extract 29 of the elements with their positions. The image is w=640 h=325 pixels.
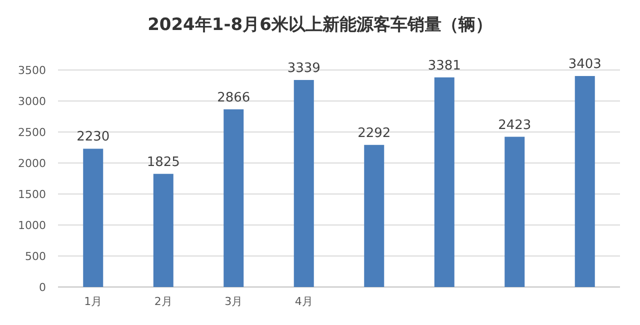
data-label: 2423	[498, 118, 532, 133]
bar	[153, 174, 174, 287]
bar	[364, 144, 384, 287]
x-tick-label: 1月	[84, 295, 102, 308]
data-label: 3403	[568, 57, 602, 72]
y-tick-label: 0	[39, 281, 46, 294]
bar	[83, 148, 104, 287]
data-label: 2866	[217, 90, 250, 106]
x-tick-label: 4月	[294, 295, 313, 308]
bar	[574, 76, 595, 287]
x-tick-label: 2月	[154, 295, 172, 308]
chart-title: 2024年1-8月6米以上新能源客车销量（辆）	[148, 15, 492, 35]
bar	[294, 80, 314, 287]
y-tick-label: 2500	[18, 126, 46, 139]
x-tick-label: 3月	[224, 295, 243, 308]
bar	[434, 77, 454, 287]
y-tick-label: 2000	[18, 157, 46, 170]
y-tick-label: 3500	[18, 64, 46, 77]
bar	[224, 109, 244, 287]
data-label: 2292	[358, 126, 391, 141]
bar	[504, 136, 525, 287]
data-label: 2230	[76, 130, 110, 145]
y-tick-label: 1000	[18, 219, 46, 232]
data-label: 3339	[287, 60, 320, 76]
y-tick-label: 500	[25, 250, 46, 263]
y-tick-label: 1500	[18, 188, 46, 201]
data-label: 3381	[428, 58, 461, 74]
data-label: 1825	[146, 154, 180, 170]
y-tick-label: 3000	[18, 95, 46, 108]
